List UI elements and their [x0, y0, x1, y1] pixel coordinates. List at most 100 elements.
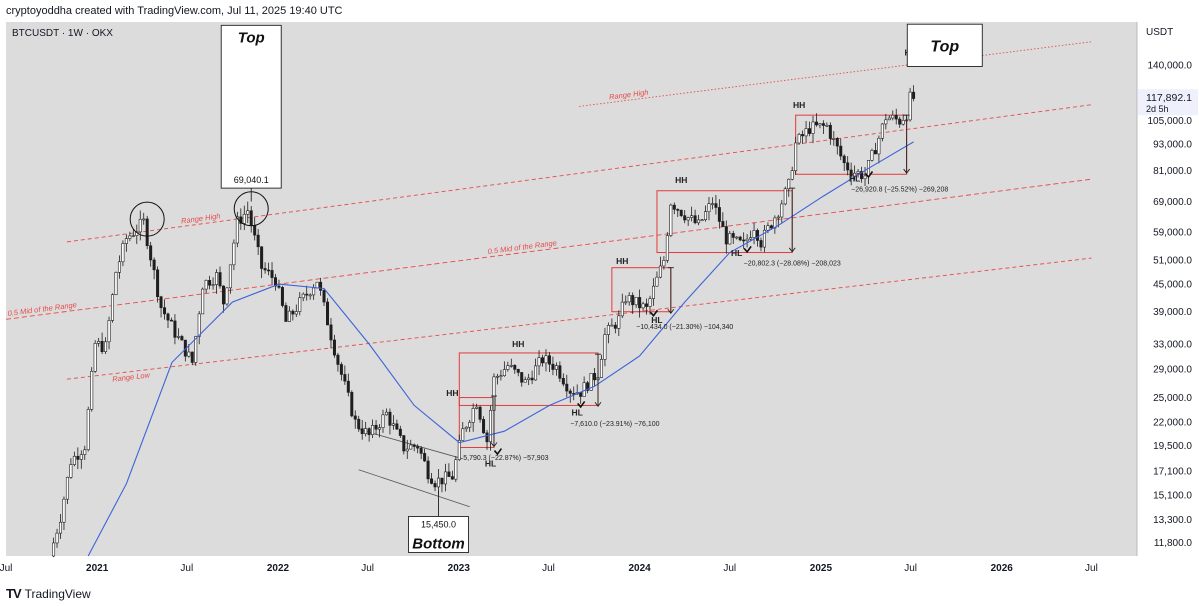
last-price-label: 117,892.1: [1146, 92, 1192, 104]
candle-down: [516, 369, 520, 373]
candle-down: [360, 428, 364, 434]
candle-down: [842, 155, 846, 164]
candle-down: [530, 377, 534, 381]
candle-up: [409, 444, 413, 450]
candle-up: [117, 261, 121, 273]
candle-down: [256, 234, 260, 248]
candle-up: [610, 324, 614, 327]
candle-up: [405, 448, 409, 452]
candle-up: [391, 423, 395, 426]
candle-down: [828, 124, 832, 139]
candle-down: [631, 295, 635, 306]
candle-up: [246, 210, 250, 215]
candle-up: [468, 422, 472, 428]
candle-up: [138, 218, 142, 233]
candle-down: [898, 118, 902, 125]
candle-up: [502, 369, 506, 377]
chart-frame[interactable]: BTCUSDT · 1W · OKXUSDT140,000.0120,000.0…: [0, 22, 1199, 578]
callout-title: Bottom: [412, 536, 465, 553]
candle-down: [253, 225, 257, 236]
candle-up: [752, 230, 756, 238]
candle-up: [790, 170, 794, 180]
y-tick-label: 33,000.0: [1153, 339, 1192, 350]
candle-up: [298, 297, 302, 312]
candle-up: [495, 375, 499, 378]
candle-down: [645, 303, 649, 307]
candle-down: [156, 269, 160, 298]
candle-up: [121, 243, 125, 263]
time-axis-background: [0, 556, 1199, 578]
measure-label: −10,434.0 (−21.30%) −104,340: [636, 324, 733, 331]
candle-down: [180, 336, 184, 341]
channel-label-range-low: Range Low: [112, 370, 151, 383]
candle-down: [284, 305, 288, 322]
x-tick-label: 2024: [628, 563, 651, 574]
candle-down: [801, 134, 805, 137]
higher-high-marker: HH: [793, 100, 805, 110]
candle-down: [402, 435, 406, 452]
candle-up: [62, 498, 66, 523]
price-chart[interactable]: BTCUSDT · 1W · OKXUSDT140,000.0120,000.0…: [0, 22, 1199, 578]
x-tick-label: 2022: [267, 563, 290, 574]
y-tick-label: 19,500.0: [1153, 441, 1192, 452]
candle-up: [69, 464, 73, 478]
candle-up: [176, 336, 180, 338]
candle-up: [766, 225, 770, 231]
candle-down: [433, 483, 437, 488]
candle-down: [894, 114, 898, 120]
candle-up: [887, 117, 891, 121]
tradingview-logo[interactable]: TV TradingView: [6, 586, 91, 601]
candle-down: [277, 285, 281, 288]
candle-up: [197, 313, 201, 337]
candle-down: [208, 280, 212, 286]
y-tick-label: 15,100.0: [1153, 490, 1192, 501]
candle-up: [877, 137, 881, 155]
y-tick-label: 51,000.0: [1153, 255, 1192, 266]
candle-up: [509, 364, 513, 367]
candle-down: [395, 423, 399, 430]
candle-down: [717, 207, 721, 222]
candle-down: [166, 313, 170, 321]
candle-up: [534, 365, 538, 381]
chart-footer: TV TradingView: [0, 578, 1199, 606]
check-mark: [864, 171, 874, 179]
candle-down: [572, 393, 576, 395]
candle-down: [159, 296, 163, 308]
candle-down: [541, 357, 545, 364]
candle-up: [65, 477, 69, 500]
candle-up: [131, 235, 135, 237]
y-tick-label: 81,000.0: [1153, 166, 1192, 177]
candle-down: [398, 428, 402, 436]
candle-down: [346, 380, 350, 393]
candle-down: [565, 383, 569, 392]
tradingview-logo-icon: TV: [6, 586, 22, 601]
candle-down: [586, 382, 590, 391]
candle-down: [450, 476, 454, 480]
candle-up: [554, 365, 558, 370]
candle-up: [187, 351, 191, 357]
x-tick-label: 2021: [86, 563, 109, 574]
candle-up: [825, 124, 829, 127]
candle-up: [704, 211, 708, 220]
candle-down: [249, 210, 253, 227]
candle-up: [464, 426, 468, 430]
candle-up: [79, 454, 83, 460]
callout-value: 15,450.0: [421, 519, 456, 529]
last-price-tag: [1138, 89, 1198, 116]
chart-header: cryptoyoddha created with TradingView.co…: [0, 0, 1199, 22]
candle-down: [731, 233, 735, 238]
candle-down: [742, 239, 746, 242]
callout-box-top: [906, 23, 983, 67]
candle-down: [769, 225, 773, 229]
candle-up: [811, 121, 815, 134]
x-tick-label: Jul: [1085, 563, 1098, 574]
candle-up: [901, 119, 905, 125]
candle-down: [267, 269, 271, 272]
candle-up: [870, 150, 874, 161]
symbol-label: BTCUSDT · 1W · OKX: [12, 28, 113, 39]
candle-down: [520, 372, 524, 383]
y-tick-label: 29,000.0: [1153, 364, 1192, 375]
candle-up: [312, 287, 316, 296]
check-mark: [743, 245, 752, 254]
y-tick-label: 11,800.0: [1154, 538, 1193, 549]
